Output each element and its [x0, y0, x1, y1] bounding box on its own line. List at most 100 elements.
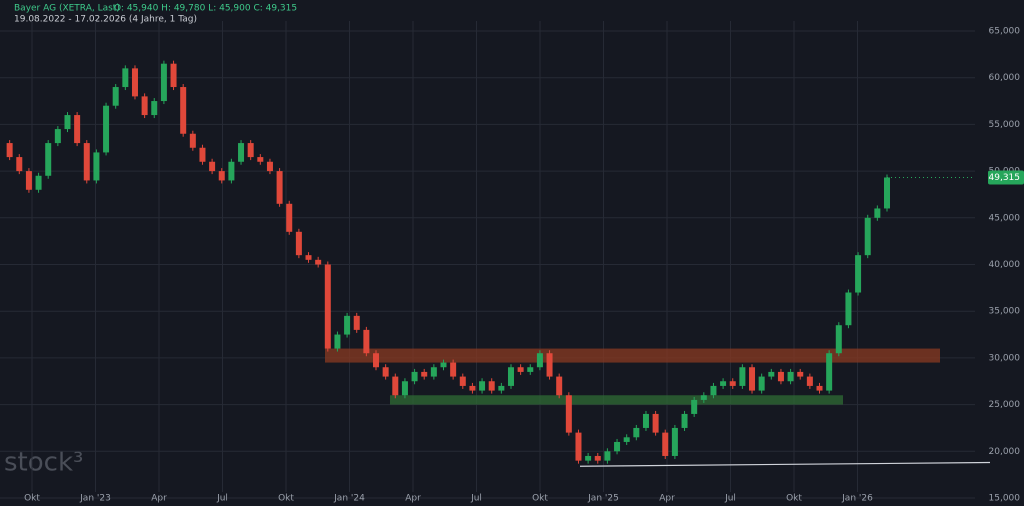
candle: [671, 427, 678, 456]
candle: [710, 385, 717, 396]
candle: [633, 427, 640, 438]
candle: [170, 63, 177, 88]
candle: [739, 367, 746, 386]
y-tick-label: 35,000: [989, 307, 1021, 317]
candle: [131, 68, 138, 97]
candle: [806, 376, 813, 386]
candle: [575, 432, 582, 461]
y-tick-label: 20,000: [989, 447, 1021, 457]
x-tick-label: Okt: [532, 494, 548, 504]
candle: [749, 367, 756, 391]
candle: [218, 171, 225, 181]
x-tick-label: Jan '26: [841, 494, 873, 504]
candle: [556, 376, 563, 396]
zone: [325, 348, 940, 363]
candle: [373, 353, 380, 368]
last-price-label: 49,315: [989, 173, 1021, 183]
candle: [247, 143, 254, 158]
candle: [363, 329, 370, 354]
candle: [604, 451, 611, 461]
candle: [103, 105, 110, 153]
candle: [874, 208, 881, 218]
candle: [816, 385, 823, 391]
last-price-tag: [988, 170, 1024, 185]
candle: [93, 152, 100, 181]
candle: [344, 315, 351, 335]
candle: [768, 371, 775, 377]
candle: [546, 353, 553, 377]
candle: [266, 161, 273, 172]
candle: [797, 371, 804, 377]
candle: [334, 334, 341, 349]
candle: [141, 96, 148, 116]
candle: [353, 315, 360, 330]
candle: [315, 259, 322, 265]
y-tick-label: 25,000: [989, 400, 1021, 410]
candle: [662, 432, 669, 456]
candle: [411, 371, 418, 382]
candle: [517, 367, 524, 372]
candle: [122, 68, 129, 88]
x-tick-label: Apr: [405, 494, 421, 504]
candle: [25, 171, 32, 190]
candle: [440, 362, 447, 368]
candle: [855, 255, 862, 293]
candle: [35, 175, 42, 190]
candle: [469, 385, 476, 391]
y-tick-label: 55,000: [989, 120, 1021, 130]
candle: [421, 371, 428, 377]
candle: [450, 362, 457, 377]
candle: [64, 115, 71, 130]
candle: [45, 143, 52, 176]
candle: [720, 381, 727, 386]
x-tick-label: Jan '24: [333, 494, 365, 504]
x-tick-label: Jan '25: [587, 494, 619, 504]
candle: [585, 455, 592, 461]
candle: [614, 441, 621, 452]
x-tick-label: Jul: [724, 494, 736, 504]
candle: [286, 203, 293, 232]
candle: [681, 413, 688, 428]
candle: [199, 147, 206, 162]
candle: [565, 395, 572, 433]
x-tick-label: Apr: [659, 494, 675, 504]
candle: [392, 376, 399, 396]
candle: [16, 157, 23, 172]
candle: [826, 353, 833, 391]
candle: [777, 371, 784, 382]
x-tick-label: Apr: [151, 494, 167, 504]
candle: [787, 371, 794, 382]
y-tick-label: 40,000: [989, 260, 1021, 270]
candle: [180, 87, 187, 134]
x-tick-label: Okt: [24, 494, 40, 504]
candle: [238, 143, 245, 162]
y-tick-label: 30,000: [989, 353, 1021, 363]
candle: [652, 413, 659, 433]
candle: [112, 87, 119, 106]
candle: [54, 129, 61, 144]
candle: [209, 161, 216, 172]
grid-group: [0, 21, 975, 499]
candle: [642, 413, 649, 428]
candle: [527, 367, 534, 372]
watermark: stock³: [4, 448, 83, 478]
candle: [276, 171, 283, 204]
candle: [507, 367, 514, 386]
candle: [884, 177, 890, 209]
x-tick-label: Jan '23: [79, 494, 111, 504]
candle: [700, 395, 707, 400]
candle: [382, 367, 389, 377]
candle: [758, 376, 765, 391]
y-tick-label: 60,000: [989, 73, 1021, 83]
y-tick-label: 65,000: [989, 27, 1021, 37]
ohlc: O: 45,940 H: 49,780 L: 45,900 C: 49,315: [114, 4, 297, 14]
candle: [498, 385, 505, 391]
candle: [729, 381, 736, 386]
candle: [295, 231, 302, 256]
candle: [305, 255, 312, 260]
candle: [228, 161, 235, 181]
candle: [594, 455, 601, 461]
candle: [845, 292, 852, 326]
x-tick-label: Jul: [216, 494, 228, 504]
